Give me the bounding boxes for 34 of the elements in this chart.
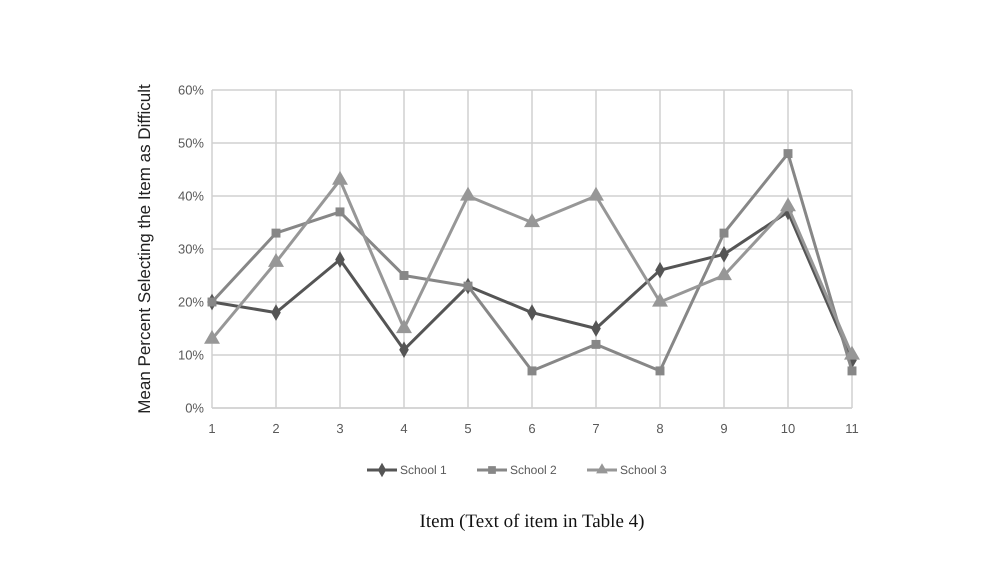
point: [208, 298, 216, 306]
point: [848, 366, 856, 376]
y-tick-label: 0%: [185, 400, 204, 416]
point: [720, 228, 728, 238]
legend-label: School 1: [400, 463, 448, 478]
x-tick-label: 3: [336, 421, 344, 436]
y-tick-label: 40%: [178, 188, 204, 204]
point: [464, 282, 472, 291]
x-tick-label: 9: [720, 421, 728, 436]
y-tick-label: 20%: [178, 294, 204, 310]
x-tick-label: 8: [656, 421, 664, 436]
y-tick-label: 50%: [178, 136, 204, 151]
x-tick-label: 2: [272, 421, 280, 436]
y-tick-label: 30%: [178, 242, 204, 257]
x-tick-label: 11: [845, 421, 859, 436]
point: [656, 366, 664, 376]
y-axis-title: Mean Percent Selecting the Item as Difficult: [135, 84, 154, 414]
y-tick-label: 60%: [178, 82, 204, 98]
x-tick-label: 1: [208, 421, 216, 436]
point: [784, 149, 792, 158]
x-axis-title: Item (Text of item in Table 4): [420, 511, 644, 532]
x-tick-label: 5: [464, 421, 472, 436]
x-tick-label: 7: [592, 421, 600, 436]
legend-label: School 3: [620, 463, 668, 478]
x-tick-label: 10: [780, 421, 796, 436]
point: [272, 228, 280, 238]
point: [528, 366, 536, 376]
legend-label: School 2: [510, 463, 558, 478]
point: [592, 340, 600, 349]
x-tick-label: 4: [400, 421, 408, 436]
x-tick-label: 6: [528, 421, 536, 436]
point: [336, 207, 344, 216]
point: [400, 271, 408, 280]
y-tick-label: 10%: [178, 348, 204, 363]
